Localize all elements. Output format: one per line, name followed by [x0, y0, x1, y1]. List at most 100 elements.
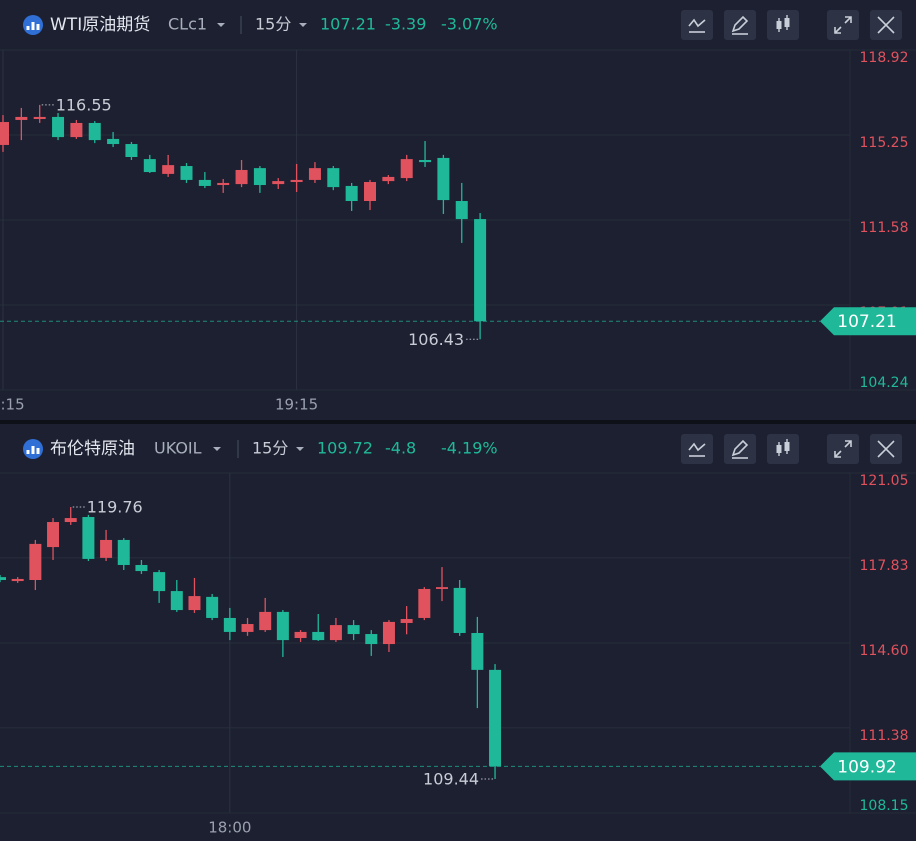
button-bg[interactable]: [767, 10, 799, 40]
dropdown-caret[interactable]: [299, 23, 307, 27]
chart-title: WTI原油期货: [50, 15, 150, 35]
candle-body: [206, 596, 219, 618]
candle-body: [15, 116, 28, 120]
candle-body: [400, 619, 413, 623]
toolbar-button[interactable]: [767, 434, 799, 464]
button-bg[interactable]: [767, 434, 799, 464]
candle-body: [272, 181, 285, 185]
y-tick-label: 108.15: [860, 798, 909, 814]
candle-body: [47, 522, 60, 548]
indicator-icon: [688, 18, 706, 28]
draw-icon: [731, 15, 749, 33]
symbol-code: UKOIL: [154, 439, 202, 458]
last-price-label: 107.21: [837, 312, 896, 332]
candle-body: [241, 624, 254, 632]
close-icon: [877, 16, 895, 34]
candle-body: [162, 165, 175, 174]
candle-body: [88, 122, 101, 141]
icon-bar: [26, 26, 30, 30]
candle-body: [70, 122, 83, 138]
icon-bar: [36, 24, 40, 30]
icon-bar: [26, 450, 30, 454]
dropdown-caret[interactable]: [213, 447, 221, 451]
y-tick-label: 115.25: [860, 135, 909, 151]
candle-body: [382, 621, 395, 645]
button-bg[interactable]: [827, 10, 859, 40]
candle-body: [33, 116, 46, 120]
candle-body: [436, 587, 448, 589]
x-tick-label: 18:15: [0, 396, 25, 414]
interval[interactable]: 15分: [252, 439, 288, 458]
y-tick-label: 118.92: [860, 50, 909, 66]
candle-body: [223, 617, 236, 632]
chart-panel: WTI原油期货 CLc1 15分 107.21 -3.39 -3.07% 118.92 115…: [0, 10, 916, 414]
candle-body: [419, 160, 432, 163]
y-tick-label: 121.05: [860, 473, 909, 489]
candle-body: [471, 632, 484, 670]
y-tick-label: 117.83: [860, 558, 909, 574]
y-tick-label: 111.58: [860, 220, 909, 236]
candle-body: [259, 611, 272, 631]
candle-body: [400, 159, 413, 179]
button-bg[interactable]: [724, 10, 756, 40]
icon-bar: [36, 448, 40, 454]
toolbar-button[interactable]: [681, 10, 713, 40]
expand-icon: [834, 440, 852, 458]
candle-body: [100, 539, 113, 558]
symbol-icon: [23, 15, 43, 35]
candle-body: [489, 669, 502, 767]
candle-body: [455, 201, 468, 220]
toolbar-button[interactable]: [724, 434, 756, 464]
draw-icon: [731, 439, 749, 457]
close-icon: [877, 440, 895, 458]
candle-body: [453, 587, 466, 633]
toolbar-button[interactable]: [827, 434, 859, 464]
price: 109.72: [317, 439, 373, 458]
candle-body: [312, 631, 325, 641]
candle-body: [290, 179, 303, 183]
candle-body: [52, 116, 65, 138]
dropdown-caret[interactable]: [296, 447, 304, 451]
indicator-icon: [688, 442, 706, 452]
toolbar-button[interactable]: [724, 10, 756, 40]
low-label: 109.44: [423, 770, 479, 789]
candle-body: [308, 168, 321, 180]
candle-body: [329, 625, 342, 641]
change-percent: -3.07%: [441, 15, 498, 34]
candle-body: [382, 176, 395, 182]
candle-body: [418, 588, 431, 618]
candle-body: [125, 144, 138, 158]
last-price-label: 109.92: [837, 757, 896, 777]
candle-body: [107, 138, 120, 145]
candle-body: [294, 631, 307, 638]
candle-body: [253, 168, 266, 186]
dropdown-caret[interactable]: [217, 23, 225, 27]
candle-body: [217, 182, 230, 186]
button-bg[interactable]: [724, 434, 756, 464]
toolbar-button[interactable]: [767, 10, 799, 40]
symbol-icon: [23, 439, 43, 459]
candle-body: [170, 591, 183, 611]
toolbar-button[interactable]: [870, 10, 902, 40]
high-label: 116.55: [56, 95, 112, 114]
expand-icon: [834, 16, 852, 34]
candle-body: [235, 169, 248, 185]
candle-body: [327, 168, 340, 188]
candle-body: [188, 596, 201, 611]
toolbar-button[interactable]: [870, 434, 902, 464]
interval[interactable]: 15分: [255, 15, 291, 34]
x-tick-label: 18:00: [208, 819, 251, 837]
toolbar-button[interactable]: [681, 434, 713, 464]
candle-body: [0, 577, 6, 581]
candle-body: [135, 564, 148, 572]
candle-body: [198, 179, 211, 186]
toolbar-button[interactable]: [827, 10, 859, 40]
candle-body: [0, 122, 9, 145]
candle-body: [117, 539, 130, 565]
y-tick-label: 111.38: [860, 728, 909, 744]
last-price-tag: [820, 752, 916, 781]
button-bg[interactable]: [827, 434, 859, 464]
icon-bar: [31, 22, 35, 30]
